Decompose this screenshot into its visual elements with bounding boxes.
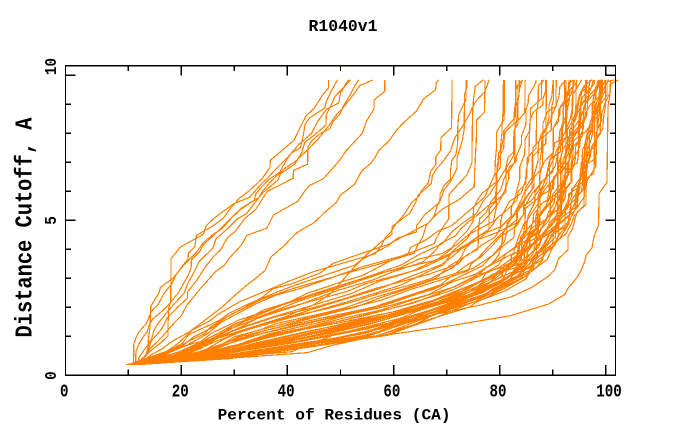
svg-text:0: 0 (60, 382, 69, 402)
svg-text:R1040v1: R1040v1 (309, 18, 378, 37)
svg-text:100: 100 (596, 382, 622, 402)
svg-text:0: 0 (43, 371, 62, 380)
svg-text:5: 5 (43, 216, 62, 225)
svg-text:40: 40 (278, 382, 295, 402)
svg-text:60: 60 (383, 382, 400, 402)
svg-text:Distance Cutoff, A: Distance Cutoff, A (13, 117, 40, 338)
svg-text:10: 10 (43, 58, 62, 75)
svg-text:Percent of Residues (CA): Percent of Residues (CA) (218, 406, 451, 424)
svg-text:20: 20 (172, 382, 189, 402)
svg-text:80: 80 (490, 382, 507, 402)
